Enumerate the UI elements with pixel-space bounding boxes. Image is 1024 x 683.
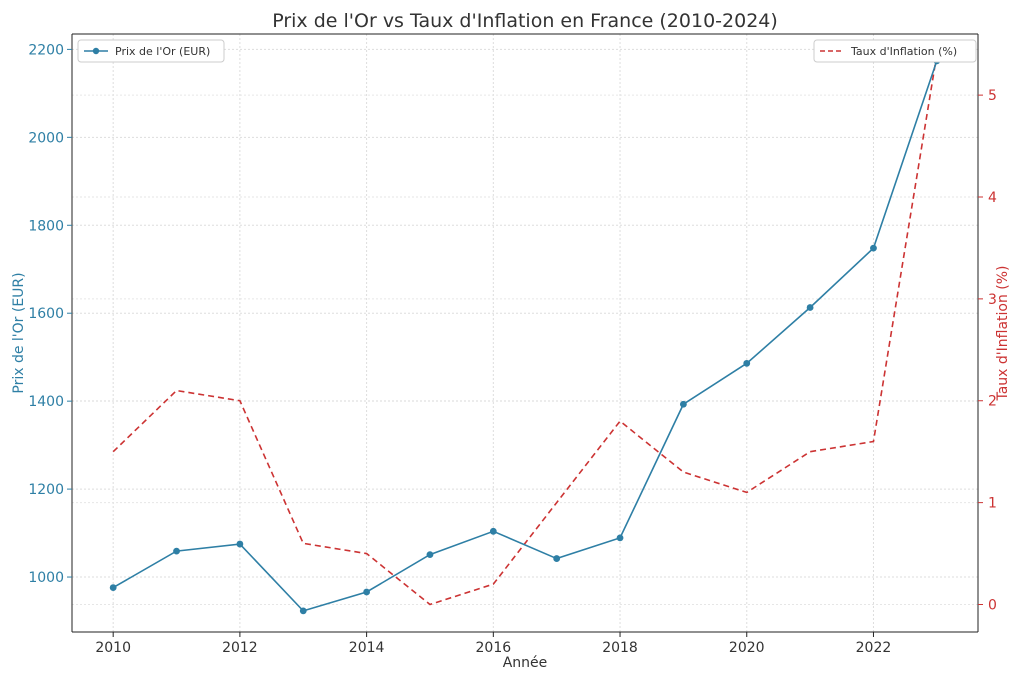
x-tick-label: 2012: [222, 640, 258, 656]
right-y-tick-label: 4: [988, 190, 997, 206]
data-point-gold-price: [553, 555, 561, 562]
data-point-gold-price: [743, 359, 751, 367]
data-point-gold-price: [109, 584, 117, 591]
data-point-gold-price: [299, 607, 307, 615]
left-y-tick-label: 1600: [28, 306, 64, 322]
right-y-axis-title: Taux d'Inflation (%): [995, 265, 1011, 401]
chart-title: Prix de l'Or vs Taux d'Inflation en Fran…: [272, 10, 778, 32]
left-y-tick-label: 1200: [28, 482, 64, 498]
left-y-tick-label: 1400: [28, 394, 64, 410]
legend-frame: [77, 39, 225, 63]
right-y-tick-label: 1: [988, 496, 997, 512]
data-point-gold-price: [806, 304, 814, 311]
grid-lines: [72, 34, 978, 632]
right-y-tick-label: 5: [988, 88, 997, 104]
legend-frame: [813, 39, 977, 63]
x-axis-ticks: 2010 2012 2014 2016 2018 2020 2022: [95, 632, 891, 656]
data-point-gold-price: [870, 244, 877, 252]
x-tick-label: 2020: [729, 640, 765, 656]
x-tick-label: 2014: [349, 640, 385, 656]
x-tick-label: 2022: [856, 640, 892, 656]
right-y-tick-label: 0: [988, 597, 997, 613]
legend-marker-gold: [92, 47, 100, 55]
legend-label-gold: Prix de l'Or (EUR): [115, 45, 210, 58]
data-point-gold-price: [489, 527, 497, 535]
axes: [71, 33, 979, 633]
left-y-tick-label: 2200: [28, 42, 64, 58]
legend-inflation: Taux d'Inflation (%): [813, 39, 977, 63]
data-point-gold-price: [363, 588, 371, 596]
left-y-tick-label: 1800: [28, 218, 64, 234]
left-y-axis-ticks: 1000 1200 1400 1600 1800 2000 2200: [28, 42, 72, 586]
right-y-tick-label: 3: [988, 292, 997, 308]
legend-label-inflation: Taux d'Inflation (%): [850, 45, 957, 58]
x-tick-label: 2018: [602, 640, 638, 656]
series-line-gold-price: [112, 60, 938, 612]
legend-gold-price: Prix de l'Or (EUR): [77, 39, 225, 63]
x-tick-label: 2010: [95, 640, 131, 656]
x-axis-title: Année: [503, 655, 548, 671]
left-y-tick-label: 1000: [28, 570, 64, 586]
left-y-axis-title: Prix de l'Or (EUR): [11, 272, 27, 393]
data-point-gold-price: [236, 540, 244, 548]
right-y-tick-label: 2: [988, 394, 997, 410]
data-point-gold-price: [173, 547, 180, 555]
left-y-tick-label: 2000: [28, 130, 64, 146]
series-line-inflation: [112, 54, 938, 606]
x-tick-label: 2016: [476, 640, 512, 656]
right-y-axis-ticks: 0 1 2 3 4 5: [978, 88, 997, 613]
data-point-gold-price: [679, 400, 687, 408]
series-markers: [109, 57, 941, 615]
series-lines: [112, 54, 938, 612]
data-point-gold-price: [616, 534, 624, 542]
data-point-gold-price: [426, 551, 434, 559]
